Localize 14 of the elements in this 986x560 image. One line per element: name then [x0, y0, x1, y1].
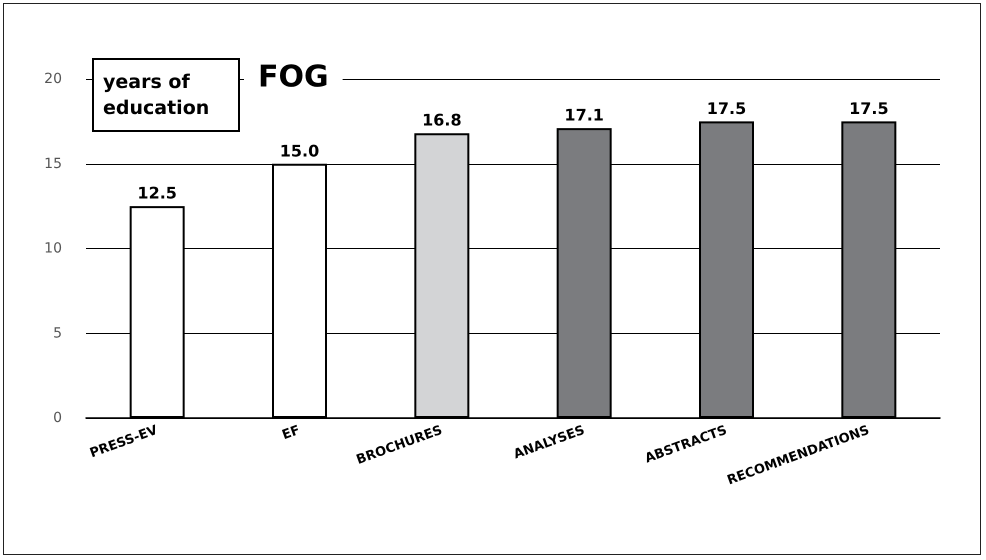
y-tick-label: 0 [53, 410, 62, 426]
data-label: 17.5 [849, 98, 889, 118]
data-label: 15.0 [280, 141, 320, 160]
data-label: 12.5 [137, 184, 177, 203]
data-label: 17.1 [564, 106, 604, 125]
y-tick-label: 5 [53, 325, 62, 342]
y-tick-label: 10 [44, 240, 62, 256]
data-label: 17.5 [706, 98, 746, 118]
chart-title: FOG [258, 60, 329, 94]
data-label: 16.8 [422, 110, 462, 130]
y-axis-title: years of education [103, 71, 210, 119]
x-tick-label: EF [280, 422, 302, 444]
y-tick-label: 15 [44, 156, 62, 172]
y-tick-label: 20 [44, 71, 62, 87]
